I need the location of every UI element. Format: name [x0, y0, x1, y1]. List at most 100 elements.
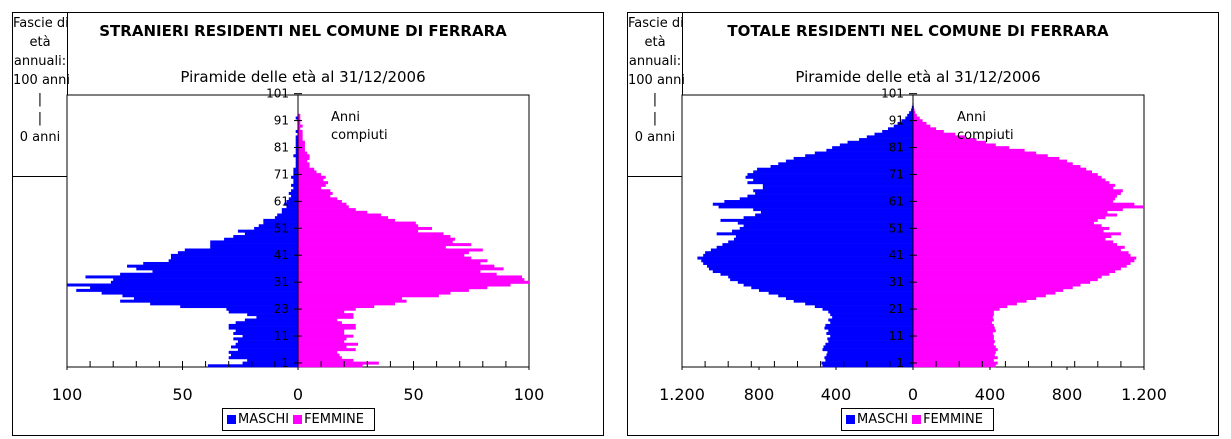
bar-male: [295, 165, 298, 169]
bar-female: [913, 200, 1114, 204]
bar-female: [913, 267, 1121, 271]
bar-female: [298, 189, 331, 193]
x-tick-label: 50: [172, 385, 192, 404]
bar-female: [298, 305, 375, 309]
bar-female: [298, 272, 497, 276]
bar-female: [913, 135, 965, 139]
bar-female: [298, 253, 465, 257]
bar-female: [913, 245, 1125, 249]
bar-male: [293, 178, 298, 182]
bar-male: [710, 248, 914, 252]
bar-female: [298, 165, 310, 169]
bar-female: [913, 210, 1108, 214]
bar-female: [913, 224, 1102, 228]
bar-male: [814, 151, 913, 155]
bar-male: [739, 197, 913, 201]
bar-female: [298, 251, 469, 255]
bar-female: [298, 310, 345, 314]
age-legend-box: Fascie di età annuali: 100 anni | | 0 an…: [12, 12, 70, 177]
bar-female: [298, 243, 472, 247]
bar-male: [263, 218, 298, 222]
bar-male: [753, 189, 913, 193]
bar-female: [298, 202, 347, 206]
bar-female: [913, 205, 1144, 209]
bar-female: [913, 296, 1037, 300]
bar-female: [298, 337, 347, 341]
bar-male: [737, 221, 913, 225]
bar-male: [233, 235, 298, 239]
bar-male: [143, 261, 298, 265]
bar-male: [739, 226, 913, 230]
bar-male: [828, 329, 913, 333]
bar-female: [298, 116, 301, 120]
bar-female: [913, 194, 1118, 198]
bar-male: [295, 135, 298, 139]
age-box-line: età: [29, 35, 51, 50]
bar-female: [298, 181, 329, 185]
bar-female: [913, 342, 994, 346]
bar-female: [298, 331, 345, 335]
bar-male: [701, 259, 913, 263]
x-tick-label: 0: [908, 385, 918, 404]
y-tick-label: 81: [274, 141, 289, 155]
legend-swatch-male: [227, 415, 236, 424]
bar-female: [298, 162, 310, 166]
chart-panel-totale: Fascie di età annuali: 100 anni | | 0 an…: [627, 12, 1219, 436]
bar-female: [913, 294, 1046, 298]
bar-male: [295, 140, 298, 144]
bar-male: [120, 272, 298, 276]
bar-male: [745, 175, 913, 179]
bar-male: [828, 340, 913, 344]
bar-female: [913, 288, 1064, 292]
bar-male: [866, 135, 913, 139]
bar-male: [244, 232, 298, 236]
bar-male: [247, 358, 298, 362]
bar-male: [286, 200, 298, 204]
bar-male: [703, 253, 913, 257]
bar-male: [226, 307, 298, 311]
bar-male: [823, 345, 913, 349]
age-box-line: |: [652, 111, 658, 126]
bar-female: [298, 235, 451, 239]
bar-female: [298, 138, 303, 142]
bar-male: [67, 283, 298, 287]
bar-female: [298, 178, 324, 182]
bar-male: [805, 154, 913, 158]
bar-male: [235, 321, 298, 325]
bar-male: [295, 130, 298, 133]
y-tick-label: 101: [266, 87, 289, 101]
bar-female: [913, 350, 996, 354]
y-tick-label: 91: [274, 114, 289, 128]
bar-male: [753, 178, 913, 182]
bar-male: [228, 310, 298, 314]
bar-female: [298, 348, 356, 352]
bar-male: [824, 326, 913, 330]
bar-female: [298, 356, 342, 360]
bar-female: [913, 197, 1116, 201]
bar-male: [295, 159, 298, 163]
bar-male: [281, 210, 298, 214]
bar-female: [298, 261, 481, 265]
bar-male: [909, 111, 913, 115]
bar-male: [743, 283, 913, 287]
bar-male: [824, 356, 913, 360]
age-box-line: Fascie di: [628, 16, 684, 31]
age-box-line: 100 anni: [628, 73, 686, 88]
bar-male: [293, 186, 298, 190]
bar-female: [298, 334, 354, 338]
bar-female: [298, 264, 495, 268]
bar-female: [913, 130, 944, 133]
bar-male: [859, 138, 913, 142]
y-tick-label: 21: [889, 302, 904, 316]
chart-subtitle: Piramide delle età al 31/12/2006: [180, 68, 426, 86]
bar-female: [298, 205, 349, 209]
bar-male: [210, 245, 298, 249]
bar-male: [753, 208, 913, 212]
y-tick-label: 71: [274, 167, 289, 181]
bar-female: [913, 348, 998, 352]
bar-male: [728, 240, 913, 244]
x-tick-label: 800: [744, 385, 775, 404]
bar-female: [913, 178, 1106, 182]
bar-female: [913, 307, 1000, 311]
bar-female: [298, 208, 356, 212]
